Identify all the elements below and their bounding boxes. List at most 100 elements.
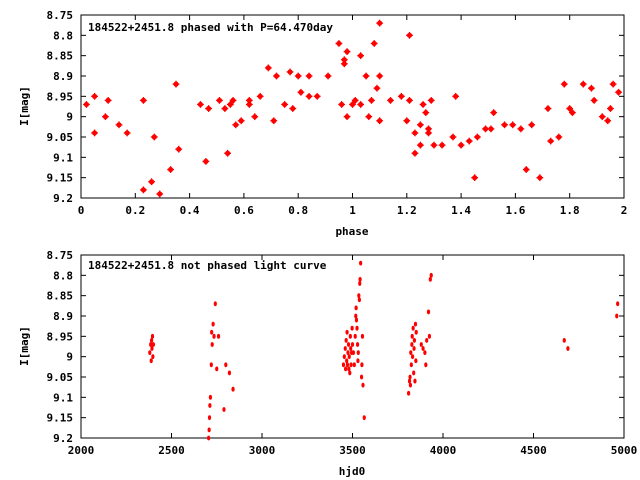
x-tick-label: 4000 [430, 444, 457, 457]
data-point [345, 358, 349, 364]
data-point [289, 105, 297, 112]
data-point [345, 362, 350, 368]
data-point [397, 92, 405, 100]
data-point [357, 293, 361, 299]
data-point [210, 342, 214, 347]
data-point [202, 158, 210, 165]
data-point [566, 346, 570, 351]
data-point [349, 346, 353, 351]
data-point [358, 277, 362, 282]
data-point [355, 342, 360, 347]
y-tick-label: 8.75 [47, 9, 74, 22]
data-point [373, 84, 381, 92]
x-tick-label: 0.4 [180, 204, 200, 217]
data-point [403, 117, 411, 125]
data-point [438, 141, 446, 149]
y-tick-label: 8.9 [53, 310, 73, 323]
data-point [615, 88, 622, 96]
data-point [354, 317, 359, 323]
x-tick-labels: 2000 2500 3000 3500 4000 4500 5000 [68, 444, 638, 457]
y-tick-label: 8.8 [53, 29, 73, 42]
data-point [360, 362, 364, 368]
data-point [357, 52, 365, 60]
data-point [362, 415, 366, 421]
data-point [406, 31, 413, 39]
data-point [150, 346, 154, 351]
x-tick-label: 1.6 [505, 204, 525, 217]
data-point [449, 133, 457, 141]
data-point [237, 117, 245, 125]
data-point [419, 101, 427, 108]
data-point [410, 354, 415, 360]
x-tick-label: 0 [78, 204, 85, 217]
data-point [412, 370, 416, 376]
y-tick-label: 9.2 [53, 432, 73, 445]
data-point [416, 141, 424, 149]
data-point [609, 80, 617, 88]
data-point [209, 362, 213, 368]
data-point [414, 329, 418, 335]
data-point [409, 350, 413, 355]
data-point [604, 117, 612, 125]
data-point [428, 277, 432, 282]
data-point [365, 113, 373, 121]
data-point [347, 354, 351, 360]
data-point [356, 358, 360, 364]
data-point [340, 56, 348, 64]
data-point [140, 97, 147, 104]
data-point [413, 321, 418, 327]
data-point [338, 101, 346, 108]
data-point [422, 109, 430, 116]
x-tick-label: 0.2 [125, 204, 145, 217]
data-point [305, 72, 313, 80]
data-point [426, 309, 431, 315]
data-point [215, 366, 219, 372]
data-point [349, 101, 356, 108]
y-tick-label: 8.95 [47, 330, 74, 343]
x-tick-labels: 0 0.2 0.4 0.6 0.8 1 1.2 1.4 1.6 1.8 2 [78, 204, 628, 217]
data-point [208, 394, 213, 400]
data-point [359, 260, 363, 266]
data-point [357, 297, 361, 303]
y-axis-label: I[mag] [18, 326, 31, 366]
data-point [151, 354, 155, 360]
data-point [324, 72, 332, 80]
data-point [344, 366, 348, 372]
data-point [115, 121, 123, 129]
data-point [412, 338, 417, 343]
data-point [343, 48, 351, 55]
data-point [210, 329, 214, 335]
x-tick-label: 1.8 [560, 204, 580, 217]
data-point [222, 407, 226, 412]
data-point [273, 72, 280, 80]
data-point [264, 64, 272, 72]
data-point [419, 342, 423, 347]
y-tick-label: 8.8 [53, 269, 73, 282]
data-point [346, 350, 350, 355]
data-point [305, 92, 313, 100]
data-point [362, 72, 370, 80]
data-point [256, 92, 264, 100]
data-point [345, 329, 349, 335]
data-point [281, 101, 289, 108]
data-point [354, 313, 358, 319]
data-point [351, 350, 356, 355]
y-tick-labels: 8.75 8.8 8.85 8.9 8.95 9 9.05 9.1 9.15 9.2 [47, 9, 74, 205]
data-point [353, 333, 357, 339]
data-point [473, 133, 481, 141]
data-point [232, 121, 240, 129]
y-tick-label: 9.05 [47, 131, 74, 144]
data-point [102, 113, 109, 121]
data-point [149, 338, 154, 343]
data-point [149, 342, 153, 347]
y-tick-label: 9.15 [47, 172, 74, 185]
data-point [412, 346, 416, 351]
x-tick-label: 4500 [520, 444, 547, 457]
data-point [406, 97, 413, 104]
data-point [411, 325, 415, 331]
data-point [151, 342, 155, 347]
data-point [343, 346, 347, 351]
y-tick-label: 9.05 [47, 371, 74, 384]
data-point [560, 80, 568, 88]
